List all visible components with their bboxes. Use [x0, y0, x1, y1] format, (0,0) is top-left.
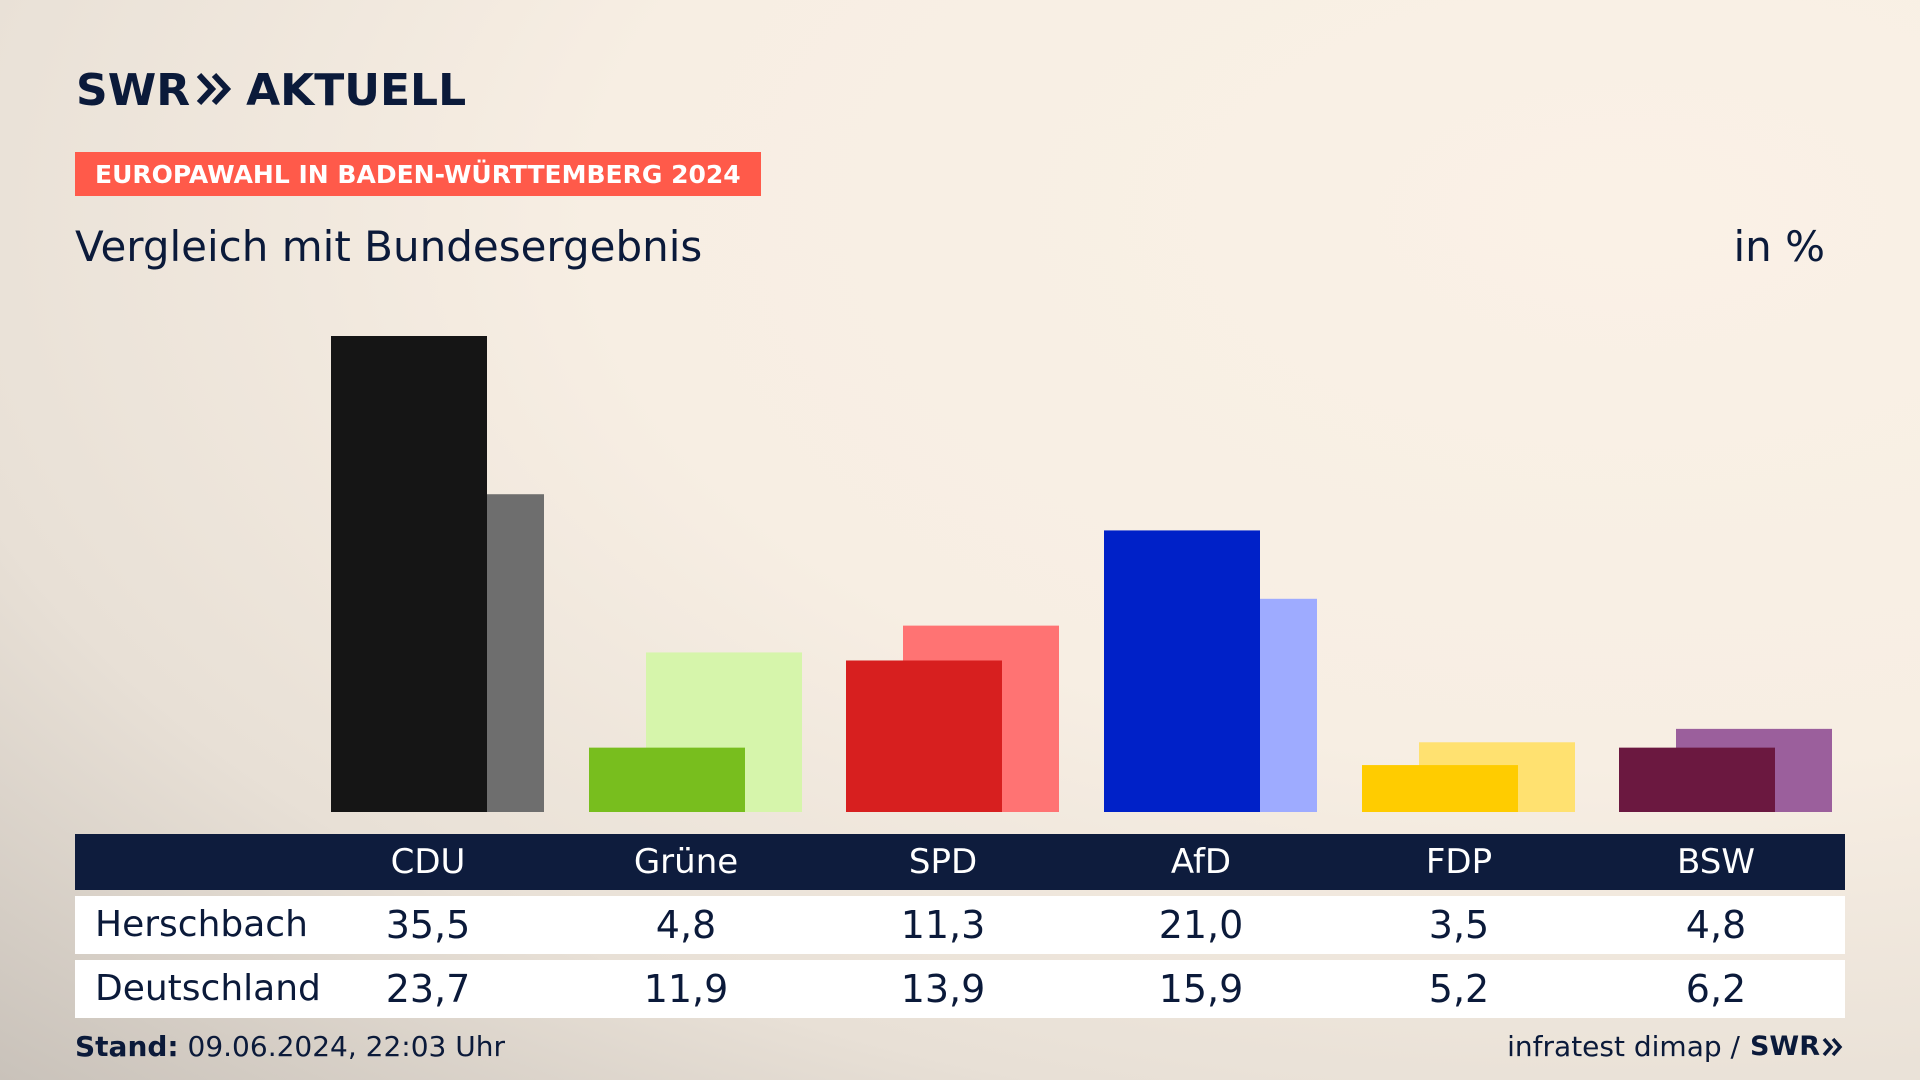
results-table: CDU Grüne SPD AfD FDP BSW Herschbach 35,5 4,8 1…: [75, 834, 1845, 1018]
double-chevron-icon: [1822, 1037, 1843, 1056]
table-cell: 4,8: [1685, 903, 1747, 947]
table-cell: 6,2: [1685, 967, 1747, 1011]
table-row: Herschbach 35,5 4,8 11,3 21,0 3,5 4,8: [75, 896, 1845, 954]
row-label: Herschbach: [95, 904, 308, 945]
table-cell: 3,5: [1428, 903, 1490, 947]
table-cell: 13,9: [900, 967, 986, 1011]
swr-aktuell-logo: SWR AKTUELL: [76, 68, 466, 114]
table-header: CDU Grüne SPD AfD FDP BSW: [75, 834, 1845, 890]
source: infratest dimap / SWR: [1507, 1030, 1844, 1063]
table-cell: 23,7: [385, 967, 471, 1011]
bar-herschbach-bsw: [1619, 747, 1775, 812]
table-cell: 5,2: [1428, 967, 1490, 1011]
party-header: AfD: [1170, 842, 1232, 882]
logo-aktuell-text: AKTUELL: [246, 65, 467, 116]
swr-small-logo: SWR: [1750, 1031, 1844, 1062]
stand-label: Stand:: [75, 1030, 179, 1063]
source-text: infratest dimap /: [1507, 1030, 1740, 1063]
table-cell: 4,8: [655, 903, 717, 947]
timestamp: Stand: 09.06.2024, 22:03 Uhr: [75, 1030, 505, 1063]
party-header: Grüne: [633, 842, 739, 882]
bar-herschbach-spd: [846, 660, 1002, 812]
party-header: FDP: [1425, 842, 1493, 882]
table-row: Deutschland 23,7 11,9 13,9 15,9 5,2 6,2: [75, 960, 1845, 1018]
double-chevron-icon: [196, 72, 232, 110]
swr-small-logo-text: SWR: [1749, 1031, 1820, 1062]
party-header: BSW: [1677, 842, 1755, 882]
table-cell: 15,9: [1158, 967, 1244, 1011]
election-tag: EUROPAWAHL IN BADEN-WÜRTTEMBERG 2024: [75, 152, 761, 196]
row-label: Deutschland: [95, 968, 321, 1009]
table-cell: 35,5: [385, 903, 471, 947]
bar-herschbach-cdu: [331, 336, 487, 812]
bar-herschbach-grüne: [589, 747, 745, 812]
table-cell: 21,0: [1158, 903, 1244, 947]
bar-herschbach-afd: [1104, 530, 1260, 812]
table-cell: 11,3: [900, 903, 986, 947]
party-header: SPD: [908, 842, 978, 882]
party-header: CDU: [390, 842, 466, 882]
unit-label: in %: [1733, 222, 1825, 271]
bar-herschbach-fdp: [1362, 765, 1518, 812]
logo-swr-text: SWR: [76, 65, 191, 116]
chart-subtitle: Vergleich mit Bundesergebnis: [75, 222, 703, 271]
table-cell: 11,9: [643, 967, 729, 1011]
stand-value: 09.06.2024, 22:03 Uhr: [187, 1030, 505, 1063]
